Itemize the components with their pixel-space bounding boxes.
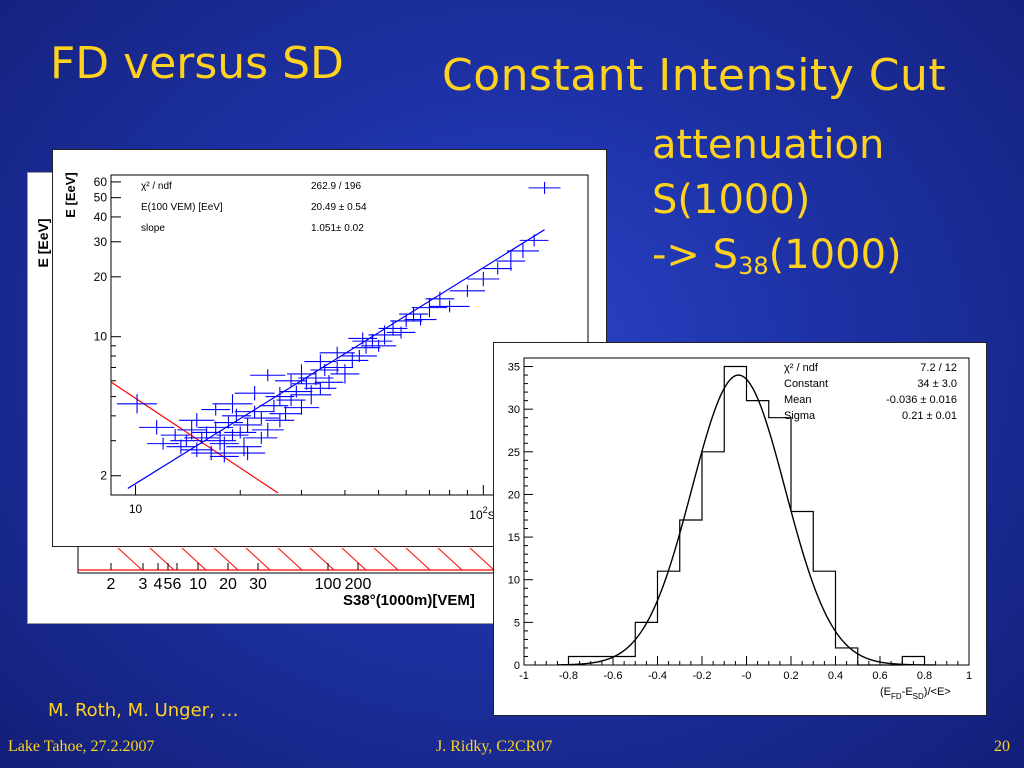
front-x-tick-label: 10 xyxy=(129,502,143,516)
front-y-tick-label: 2 xyxy=(100,469,107,483)
back-hatch-line xyxy=(405,547,431,571)
hist-bars xyxy=(567,365,926,666)
back-hatch-line xyxy=(341,547,367,571)
hist-stat-value: -0.036 ± 0.016 xyxy=(886,394,957,406)
hist-stat-value: 34 ± 3.0 xyxy=(917,378,957,390)
hist-y-tick-label: 35 xyxy=(508,362,520,374)
hist-x-axis-label: (EFD-ESD)/<E> xyxy=(880,686,951,701)
back-hatch-line xyxy=(437,547,463,571)
back-x-tick-label: 5 xyxy=(164,576,173,593)
energy-difference-histogram-panel: 0 5 10 15 20 25 30 35 -1 -0.8 -0.6 -0.4 -0.2 -0 0.2 0.4… xyxy=(493,342,987,716)
front-stat-label: E(100 VEM) [EeV] xyxy=(141,202,223,213)
hist-y-tick-label: 0 xyxy=(514,660,520,672)
back-hatch-line xyxy=(117,547,143,571)
footer-page-number: 20 xyxy=(994,738,1010,755)
back-hatch-line xyxy=(277,547,303,571)
bullet-s38-sub: 38 xyxy=(738,252,769,280)
hist-x-tick-label: -0.2 xyxy=(693,670,712,682)
back-x-axis-label: S38°(1000m)[VEM] xyxy=(343,592,475,609)
back-x-tick-label: 6 xyxy=(173,576,182,593)
back-x-tick-label: 3 xyxy=(139,576,148,593)
front-stat-value: 1.051± 0.02 xyxy=(311,223,364,234)
back-x-tick-label: 100 xyxy=(315,576,342,593)
hist-x-tick-label: -0.4 xyxy=(648,670,667,682)
hist-y-tick-label: 15 xyxy=(508,532,520,544)
back-hatch-line xyxy=(213,547,239,571)
back-x-tick-label: 10 xyxy=(189,576,207,593)
back-x-tick-label: 30 xyxy=(249,576,267,593)
back-x-tick-label: 2 xyxy=(107,576,116,593)
hist-stat-label: Mean xyxy=(784,394,812,406)
back-hatch-line xyxy=(309,547,335,571)
hist-x-tick-label: -1 xyxy=(519,670,529,682)
front-y-tick-label: 30 xyxy=(94,235,108,249)
bullet-s38-prefix: -> S xyxy=(652,232,739,278)
slide-title-left: FD versus SD xyxy=(50,38,344,89)
hist-stat-value: 0.21 ± 0.01 xyxy=(902,410,957,422)
back-hatch-line xyxy=(149,547,175,571)
bullet-s1000: S(1000) xyxy=(652,177,811,223)
hist-stat-value: 7.2 / 12 xyxy=(920,362,957,374)
hist-gaussian-fit xyxy=(557,374,936,666)
front-stat-value: 20.49 ± 0.54 xyxy=(311,202,367,213)
energy-calibration-plot: 210203040506010102S38°(1E [EeV]χ² / ndf2… xyxy=(63,172,589,522)
authors-credit: M. Roth, M. Unger, … xyxy=(48,700,239,721)
back-hatch-line xyxy=(373,547,399,571)
hist-x-tick-label: -0.6 xyxy=(604,670,623,682)
hist-y-tick-label: 25 xyxy=(508,447,520,459)
hist-x-tick-label: -0.8 xyxy=(559,670,578,682)
bullet-attenuation: attenuation xyxy=(652,122,885,168)
energy-difference-histogram: 0 5 10 15 20 25 30 35 -1 -0.8 -0.6 -0.4 -0.2 -0 0.2 0.4… xyxy=(508,357,972,701)
hist-x-tick-label: 0.8 xyxy=(917,670,932,682)
slide-title-right: Constant Intensity Cut xyxy=(442,50,947,101)
front-y-tick-label: 20 xyxy=(94,270,108,284)
hist-x-tick-label: 0.6 xyxy=(872,670,887,682)
back-hatch-line xyxy=(181,547,207,571)
front-y-tick-label: 60 xyxy=(94,175,108,189)
hist-stat-label: Sigma xyxy=(784,410,816,422)
bullet-s38-suffix: (1000) xyxy=(768,232,902,278)
footer-location: Lake Tahoe, 27.2.2007 xyxy=(8,738,155,755)
hist-y-tick-label: 10 xyxy=(508,575,520,587)
bullet-list: attenuation S(1000) -> S38(1000) xyxy=(652,118,902,294)
hist-y-tick-label: 5 xyxy=(514,617,520,629)
back-hatch-line xyxy=(469,547,495,571)
hist-x-tick-label: 1 xyxy=(966,670,972,682)
back-y-axis-label: E [EeV] xyxy=(35,218,51,267)
back-x-tick-label: 200 xyxy=(345,576,372,593)
front-stat-label: χ² / ndf xyxy=(141,181,172,192)
hist-stat-label: Constant xyxy=(784,378,828,390)
hist-stat-label: χ² / ndf xyxy=(784,362,819,374)
front-y-axis-label: E [EeV] xyxy=(63,172,78,218)
hist-y-tick-label: 30 xyxy=(508,404,520,416)
back-x-tick-label: 20 xyxy=(219,576,237,593)
hist-x-tick-label: -0 xyxy=(742,670,752,682)
front-plot-frame xyxy=(110,174,589,496)
back-hatch-line xyxy=(245,547,271,571)
front-stat-label: slope xyxy=(141,223,165,234)
bullet-s38: -> S38(1000) xyxy=(652,228,902,294)
front-y-tick-label: 10 xyxy=(94,330,108,344)
footer-author: J. Ridky, C2CR07 xyxy=(436,738,553,755)
front-y-tick-label: 40 xyxy=(94,210,108,224)
front-y-tick-label: 50 xyxy=(94,191,108,205)
hist-x-tick-label: 0.2 xyxy=(783,670,798,682)
hist-x-tick-label: 0.4 xyxy=(828,670,843,682)
front-stat-value: 262.9 / 196 xyxy=(311,181,361,192)
back-x-tick-label: 4 xyxy=(154,576,163,593)
hist-y-tick-label: 20 xyxy=(508,489,520,501)
